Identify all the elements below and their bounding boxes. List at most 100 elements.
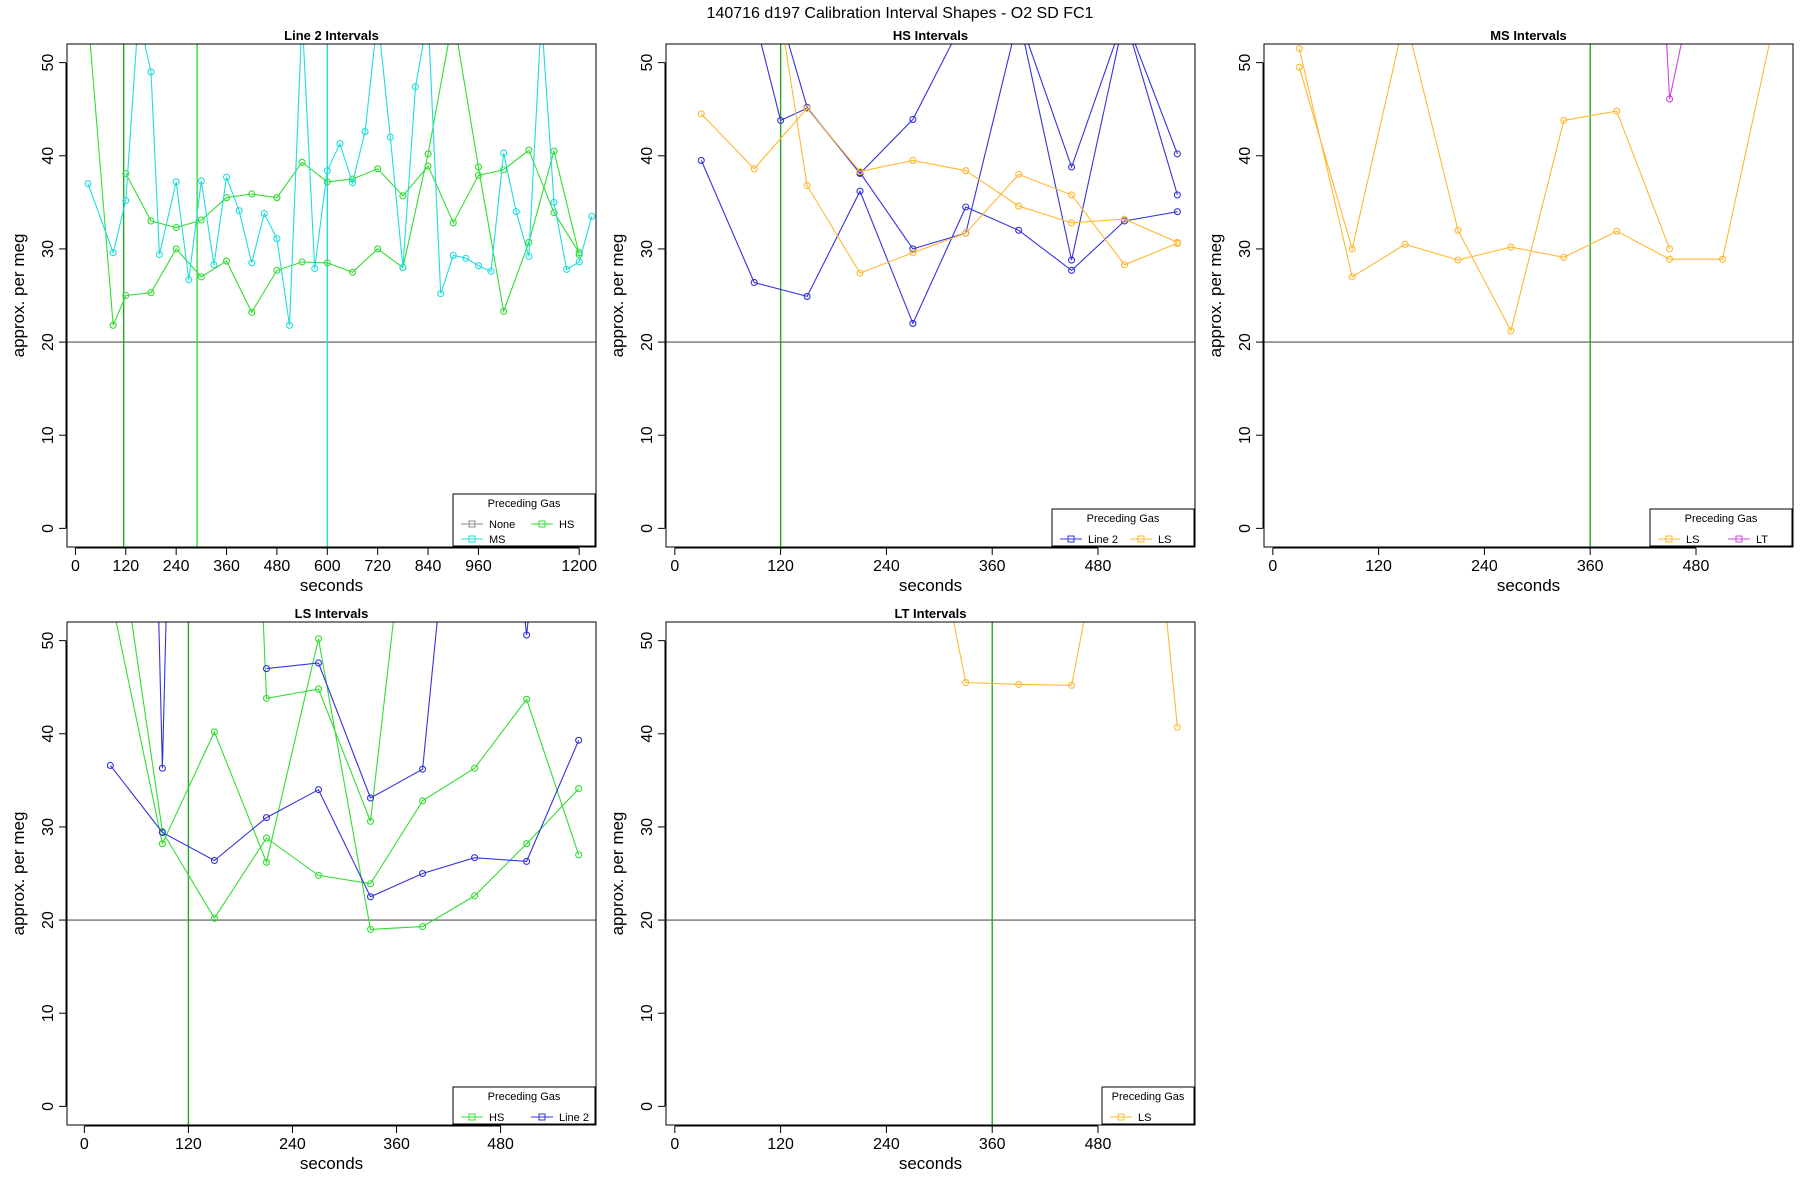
chart0-series-2-point-37 — [563, 265, 571, 273]
chart0-series-2-point-34 — [525, 252, 533, 260]
chart0-series-0-point-16 — [474, 163, 482, 171]
chart1-title: HS Intervals — [893, 28, 968, 43]
chart2-series-0-point-0 — [1295, 45, 1303, 53]
chart3-xtick-label-4: 480 — [487, 1136, 514, 1153]
chart3-series-0-point-7 — [471, 892, 479, 900]
chart3-ytick-label-1: 10 — [40, 1004, 57, 1022]
chart3-series-0-point-9 — [575, 785, 583, 793]
chart0-series-2-point-18 — [323, 167, 331, 175]
chart2-series-0-point-8 — [1718, 255, 1727, 263]
chart0-series-2-point-31 — [487, 267, 495, 275]
chart0-series-0-point-4 — [172, 245, 180, 253]
chart3-legend-marker-1 — [538, 1113, 546, 1121]
chart3-xtick-label-1: 120 — [175, 1136, 202, 1153]
chart3-series-5-point-3 — [419, 765, 427, 773]
chart2-legend-marker-0 — [1665, 535, 1673, 543]
chart0-ytick-label-1: 10 — [40, 426, 57, 444]
chart2-ytick-label-3: 30 — [1237, 240, 1254, 258]
chart3-series-0-point-3 — [262, 858, 271, 866]
chart4-xtick-label-1: 120 — [767, 1136, 794, 1153]
chart0-title: Line 2 Intervals — [284, 28, 379, 43]
chart3-ylabel: approx. per meg — [9, 812, 28, 936]
chart0-series-2-line — [87, 44, 593, 326]
chart0-series-2-point-32 — [500, 149, 508, 157]
chart1-ytick-label-3: 30 — [639, 240, 656, 258]
chart0-series-2-point-28 — [449, 251, 457, 259]
chart3-series-0-line — [115, 622, 580, 930]
chart1-series-1-line — [760, 44, 1178, 261]
chart3-series-5-point-2 — [366, 794, 375, 802]
chart1-legend-title: Preceding Gas — [1087, 513, 1160, 525]
chart0-series-2-point-22 — [375, 13, 381, 19]
chart1-series-0-point-3 — [856, 187, 864, 195]
chart1-ytick-label-5: 50 — [639, 54, 656, 72]
chart0-panel: Line 2 Intervals 0 120 240 360 480 600 720 840 96… — [9, 13, 597, 595]
chart0-legend-label-1: HS — [559, 519, 574, 531]
chart4-plot-area — [666, 622, 1195, 1125]
chart0-series-1-point-5 — [248, 190, 256, 198]
chart0-xtick-label-3: 360 — [213, 558, 240, 575]
chart0-series-0-point-11 — [348, 268, 357, 276]
chart2-title: MS Intervals — [1490, 28, 1567, 43]
chart3-series-1-point-2 — [210, 914, 218, 922]
chart3-series-3-point-8 — [523, 857, 531, 865]
chart3-series-3-point-2 — [210, 856, 218, 865]
chart4-series-0-point-2 — [1015, 680, 1023, 688]
chart1-legend-label-0: Line 2 — [1088, 534, 1118, 546]
chart2-series-1-point-6 — [1613, 107, 1621, 115]
chart2-legend-label-1: LT — [1756, 534, 1768, 546]
chart1-legend-marker-0 — [1067, 535, 1075, 543]
chart3-series-0-point-1 — [158, 840, 166, 848]
chart2-series-0-point-7 — [1666, 255, 1674, 263]
chart2-series-0-point-4 — [1507, 243, 1515, 251]
chart3-frame — [66, 621, 597, 1126]
chart2-xlabel: seconds — [1497, 576, 1560, 595]
chart0-series-2-point-24 — [399, 264, 407, 272]
chart2-ytick-label-4: 40 — [1237, 147, 1254, 165]
chart0-series-2-point-30 — [474, 262, 482, 270]
chart4-series-1-point-1 — [1173, 723, 1181, 731]
chart0-series-2-point-11 — [235, 207, 243, 215]
chart3-series-1-point-5 — [366, 880, 375, 888]
chart0-series-1-point-3 — [197, 216, 205, 224]
chart0-series-2-point-12 — [248, 259, 256, 267]
chart4-series-0-point-1 — [962, 678, 970, 687]
chart2-series-1-point-4 — [1507, 327, 1515, 335]
chart4-legend-marker-0 — [1117, 1113, 1125, 1121]
chart3-series-5-point-0 — [262, 665, 271, 673]
chart3-legend-box — [452, 1086, 596, 1125]
chart1-series-0-point-5 — [962, 203, 970, 211]
chart1-series-4-point-6 — [1068, 191, 1076, 199]
chart3-plot-area — [67, 591, 596, 1125]
chart0-legend-marker-0 — [468, 520, 476, 528]
chart0-series-2-point-6 — [172, 178, 180, 186]
chart3-ytick-label-5: 50 — [40, 632, 57, 650]
chart3-ytick-label-3: 30 — [40, 818, 57, 836]
chart1-plot-area — [666, 44, 1195, 547]
chart3-series-5-point-4 — [437, 591, 443, 597]
chart3-series-6-point-2 — [528, 591, 534, 597]
chart0-series-2-point-0 — [84, 180, 92, 188]
chart1-series-3-line — [700, 107, 1178, 243]
chart0-series-2-point-9 — [210, 261, 218, 269]
chart0-series-2-point-35 — [538, 13, 544, 19]
chart3-legend: Preceding Gas HS Line 2 — [452, 1086, 596, 1125]
chart2-plot-area — [1264, 44, 1793, 547]
chart2-legend-marker-1 — [1735, 535, 1743, 543]
chart1-frame — [665, 43, 1196, 548]
chart0-series-2-point-29 — [462, 254, 470, 262]
chart3-legend-label-0: HS — [489, 1112, 504, 1124]
chart1-series-2-line — [788, 44, 1178, 175]
chart0-series-0-point-7 — [248, 308, 256, 316]
chart0-series-0-point-17 — [500, 307, 508, 315]
chart3-series-1-point-4 — [314, 871, 323, 879]
chart0-series-2-point-1 — [109, 249, 117, 257]
chart-panels: Line 2 Intervals 0 120 240 360 480 600 720 840 96… — [9, 13, 1794, 1173]
chart2-series-0-point-6 — [1613, 227, 1621, 235]
chart0-series-0-point-14 — [424, 150, 432, 158]
chart2-xtick-label-4: 480 — [1683, 558, 1710, 575]
chart0-series-2-point-26 — [425, 13, 431, 19]
chart1-xlabel: seconds — [899, 576, 962, 595]
chart2-legend-title: Preceding Gas — [1685, 513, 1758, 525]
